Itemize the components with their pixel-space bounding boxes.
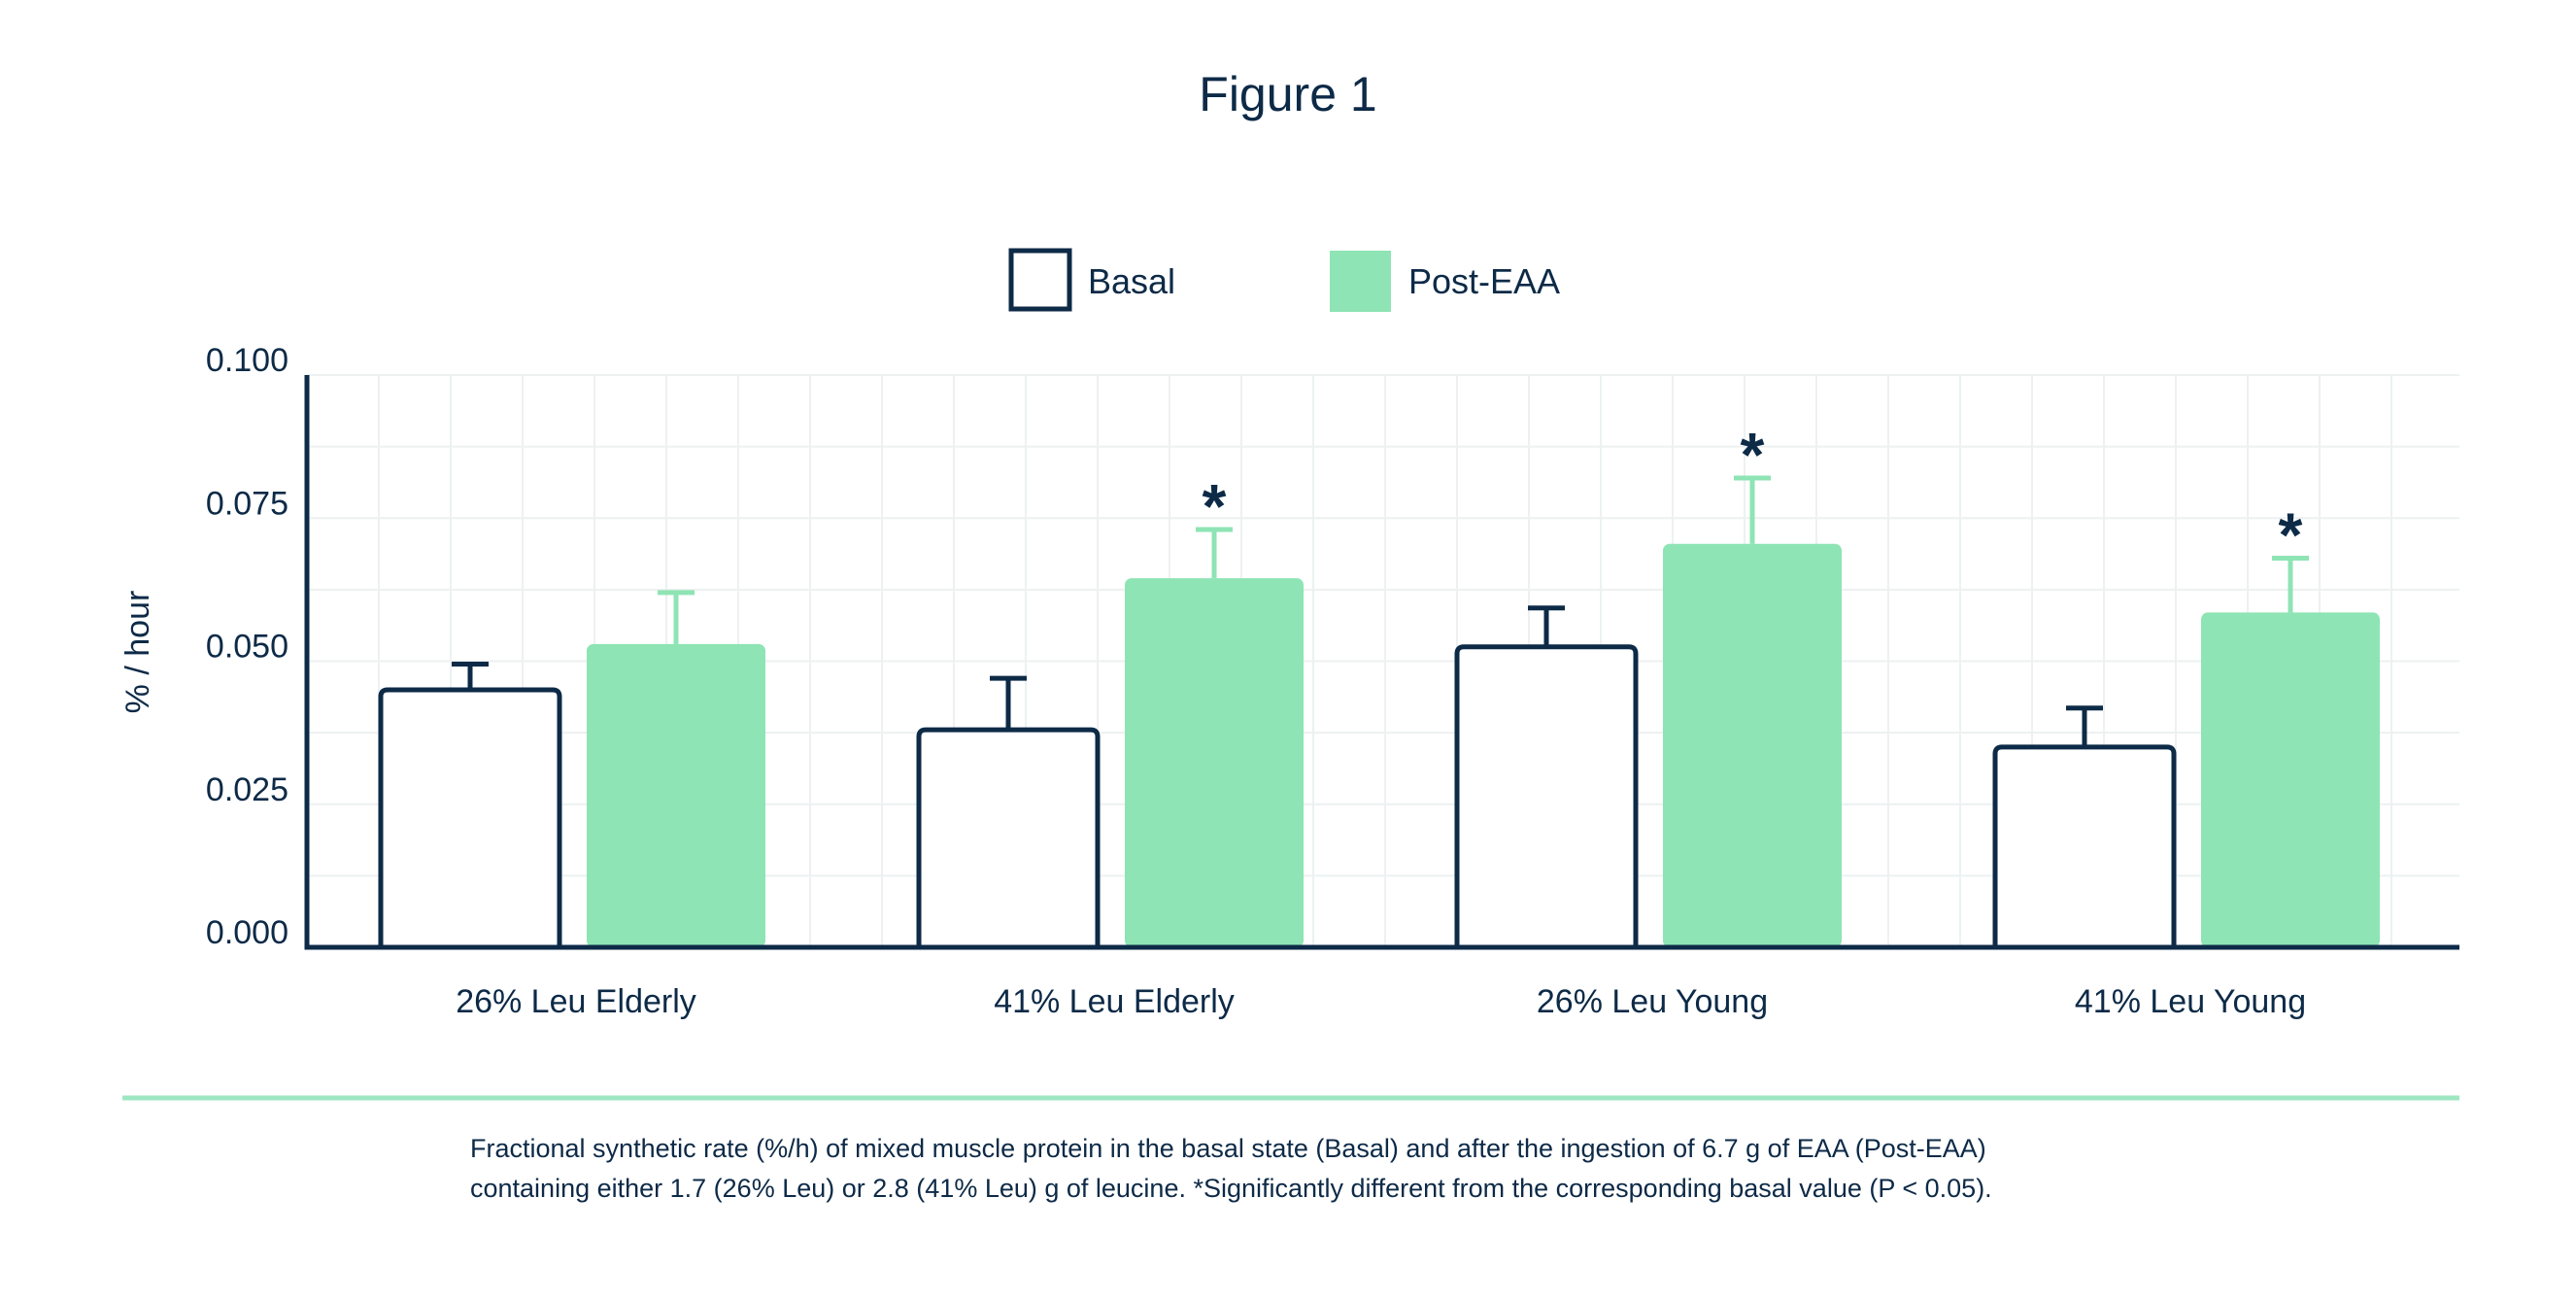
bar-post-eaa <box>1125 578 1304 947</box>
chart-title: Figure 1 <box>1199 67 1376 121</box>
axes <box>304 375 2459 950</box>
caption-line-1: Fractional synthetic rate (%/h) of mixed… <box>470 1134 1986 1163</box>
x-tick-label: 41% Leu Elderly <box>994 983 1235 1020</box>
significance-marker: * <box>1741 420 1765 490</box>
x-tick-label: 41% Leu Young <box>2075 983 2306 1020</box>
bar-post-eaa <box>587 643 765 947</box>
y-tick-label: 0.050 <box>206 629 288 666</box>
legend-swatch-post-eaa <box>1330 251 1391 312</box>
legend-label-post-eaa: Post-EAA <box>1408 261 1560 301</box>
bar-basal <box>1454 644 1639 947</box>
x-tick-label: 26% Leu Elderly <box>456 983 696 1020</box>
bar-post-eaa <box>1663 543 1842 947</box>
bar-basal <box>1992 744 2177 947</box>
y-tick-label: 0.100 <box>206 342 288 379</box>
significance-marker: * <box>2279 499 2303 569</box>
significance-marker: * <box>1203 471 1227 541</box>
caption-line-2: containing either 1.7 (26% Leu) or 2.8 (… <box>470 1174 1992 1203</box>
legend-label-basal: Basal <box>1088 261 1175 301</box>
bar-basal <box>916 727 1101 947</box>
figure-caption: Fractional synthetic rate (%/h) of mixed… <box>470 1129 2219 1209</box>
x-tick-label: 26% Leu Young <box>1537 983 1768 1020</box>
bar-post-eaa <box>2201 612 2380 947</box>
y-tick-label: 0.025 <box>206 771 288 808</box>
y-tick-label: 0.075 <box>206 485 288 522</box>
y-axis-label: % / hour <box>119 591 156 714</box>
x-tick-labels: 26% Leu Elderly 41% Leu Elderly 26% Leu Yo… <box>456 983 2306 1020</box>
bars: * * * <box>378 420 2380 947</box>
bar-basal <box>378 687 562 947</box>
y-tick-labels: 0.000 0.025 0.050 0.075 0.100 <box>206 342 288 951</box>
y-tick-label: 0.000 <box>206 914 288 951</box>
legend-swatch-basal <box>1008 248 1072 312</box>
legend: Basal Post-EAA <box>1008 248 1560 312</box>
